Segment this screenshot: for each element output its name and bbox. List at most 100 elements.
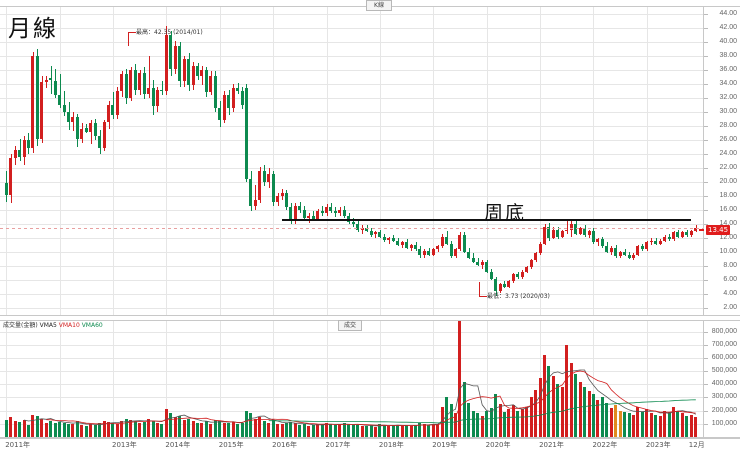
volume-bar[interactable] — [583, 386, 587, 437]
volume-bar[interactable] — [347, 424, 351, 437]
volume-bar[interactable] — [13, 421, 17, 437]
volume-bar[interactable] — [200, 423, 204, 437]
volume-bar[interactable] — [614, 405, 618, 437]
volume-bar[interactable] — [218, 421, 222, 437]
volume-bar[interactable] — [98, 423, 102, 437]
volume-bar[interactable] — [543, 355, 547, 437]
volume-bar[interactable] — [494, 393, 498, 437]
volume-bar[interactable] — [351, 425, 355, 437]
volume-bar[interactable] — [276, 424, 280, 437]
volume-bar[interactable] — [631, 414, 635, 437]
volume-bar[interactable] — [298, 425, 302, 437]
volume-bar[interactable] — [249, 412, 253, 437]
volume-bar[interactable] — [676, 410, 680, 437]
volume-bar[interactable] — [556, 384, 560, 437]
volume-bar[interactable] — [164, 409, 168, 437]
volume-bar[interactable] — [325, 423, 329, 437]
volume-bar[interactable] — [640, 411, 644, 437]
volume-bar[interactable] — [280, 423, 284, 437]
volume-bar[interactable] — [645, 409, 649, 437]
volume-bar[interactable] — [378, 424, 382, 437]
volume-bar[interactable] — [680, 413, 684, 437]
volume-bar[interactable] — [26, 425, 30, 437]
volume-bar[interactable] — [409, 426, 413, 437]
volume-bar[interactable] — [440, 406, 444, 437]
volume-bar[interactable] — [578, 381, 582, 437]
volume-bar[interactable] — [422, 424, 426, 437]
volume-bar[interactable] — [623, 411, 627, 437]
volume-bar[interactable] — [240, 422, 244, 437]
volume-bar[interactable] — [93, 425, 97, 437]
volume-bar[interactable] — [511, 405, 515, 437]
volume-bar[interactable] — [649, 413, 653, 437]
volume-bar[interactable] — [302, 424, 306, 437]
volume-bar[interactable] — [551, 376, 555, 437]
volume-bar[interactable] — [267, 422, 271, 437]
volume-bar[interactable] — [9, 417, 13, 437]
volume-bar[interactable] — [658, 415, 662, 437]
volume-bar[interactable] — [307, 425, 311, 437]
volume-bar[interactable] — [75, 420, 79, 437]
volume-bar[interactable] — [356, 424, 360, 437]
volume-bar[interactable] — [169, 413, 173, 437]
volume-bar[interactable] — [191, 420, 195, 437]
volume-bar[interactable] — [636, 406, 640, 437]
volume-bar[interactable] — [480, 415, 484, 437]
volume-bar[interactable] — [209, 423, 213, 437]
volume-bar[interactable] — [18, 421, 22, 437]
volume-bar[interactable] — [618, 410, 622, 437]
volume-bar[interactable] — [596, 400, 600, 437]
volume-bar[interactable] — [360, 425, 364, 437]
volume-bar[interactable] — [102, 421, 106, 437]
volume-bar[interactable] — [534, 389, 538, 437]
volume-bar[interactable] — [498, 404, 502, 437]
volume-bar[interactable] — [520, 408, 524, 437]
volume-bar[interactable] — [155, 423, 159, 437]
volume-bar[interactable] — [485, 410, 489, 437]
volume-bar[interactable] — [151, 420, 155, 437]
volume-bar[interactable] — [160, 423, 164, 437]
volume-bar[interactable] — [600, 397, 604, 437]
volume-bar[interactable] — [338, 424, 342, 437]
volume-bar[interactable] — [227, 423, 231, 437]
volume-bar[interactable] — [538, 377, 542, 437]
volume-bar[interactable] — [178, 415, 182, 437]
volume-bar[interactable] — [414, 425, 417, 437]
volume-bar[interactable] — [44, 422, 48, 437]
volume-bar[interactable] — [22, 419, 26, 437]
tab-volume[interactable]: 成交 — [338, 320, 362, 331]
volume-bar[interactable] — [525, 406, 529, 437]
volume-bar[interactable] — [547, 365, 551, 437]
volume-bar[interactable] — [284, 423, 288, 437]
volume-bar[interactable] — [231, 421, 235, 437]
volume-bar[interactable] — [569, 363, 573, 437]
volume-bar[interactable] — [124, 419, 128, 437]
price-plot-area[interactable] — [0, 7, 703, 315]
volume-bar[interactable] — [196, 422, 200, 437]
volume-bar[interactable] — [187, 418, 191, 437]
volume-bar[interactable] — [396, 424, 400, 437]
tab-kline[interactable]: K線 — [366, 0, 392, 11]
volume-bar[interactable] — [84, 426, 88, 437]
volume-bar[interactable] — [129, 419, 133, 437]
volume-bar[interactable] — [271, 419, 275, 437]
volume-bar[interactable] — [138, 422, 142, 437]
volume-bar[interactable] — [173, 417, 177, 437]
volume-bar[interactable] — [311, 425, 315, 437]
volume-bar[interactable] — [405, 425, 409, 437]
volume-bar[interactable] — [120, 420, 124, 437]
volume-bar[interactable] — [418, 423, 422, 437]
volume-bar[interactable] — [365, 426, 369, 437]
volume-bar[interactable] — [667, 411, 671, 437]
volume-bar[interactable] — [342, 423, 346, 437]
volume-plot-area[interactable] — [0, 321, 703, 437]
volume-bar[interactable] — [591, 393, 595, 437]
volume-bar[interactable] — [507, 409, 511, 437]
volume-bar[interactable] — [565, 344, 569, 437]
volume-bar[interactable] — [476, 413, 480, 437]
volume-bar[interactable] — [293, 422, 297, 437]
volume-bar[interactable] — [35, 415, 39, 437]
volume-bar[interactable] — [449, 404, 453, 437]
volume-bar[interactable] — [391, 425, 395, 437]
volume-bar[interactable] — [436, 424, 440, 437]
